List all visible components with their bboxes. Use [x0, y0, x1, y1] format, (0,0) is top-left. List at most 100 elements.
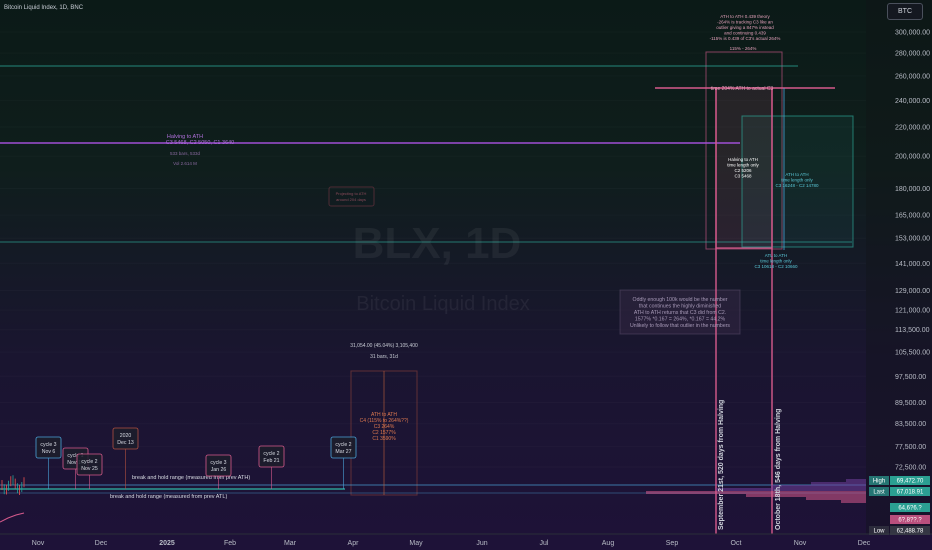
- x-tick-label: Dec: [858, 540, 871, 547]
- y-axis: 300,000.00 280,000.00 260,000.00 240,000.00…: [866, 0, 932, 534]
- label-atl-ath-time: time length only: [760, 259, 792, 264]
- label-c4-box: C1 3590%: [372, 436, 396, 442]
- cycle-tag-line1: cycle 1: [67, 453, 83, 459]
- x-tick-label: Oct: [731, 540, 742, 547]
- label-outlier-note: 1577% *0.167 = 264%, *0.167 = 44.2%: [635, 317, 726, 323]
- price-label-bg: [890, 487, 930, 496]
- cycle-tag-line2: Feb 21: [263, 458, 279, 464]
- label-measure-bars: 31 bars, 31d: [370, 354, 398, 360]
- y-tick-label: 220,000.00: [895, 124, 930, 131]
- y-tick-label: 89,500.00: [895, 400, 926, 407]
- y-tick-label: 153,000.00: [895, 236, 930, 243]
- price-label-name: High: [873, 479, 885, 485]
- x-tick-label: Jul: [540, 540, 549, 547]
- cycle-tag-line2: Nov 25: [81, 466, 98, 472]
- label-halving-ath-time: C3 5468: [734, 174, 752, 179]
- y-tick-label: 280,000.00: [895, 51, 930, 58]
- price-label-value: 6?,8??.?: [898, 518, 922, 524]
- y-tick-label: 240,000.00: [895, 98, 930, 105]
- price-label-value: 62,488.78: [897, 529, 924, 535]
- y-tick-label: 77,500.00: [895, 444, 926, 451]
- volume-bar: [771, 485, 866, 488]
- annotations: BLX, 1D Bitcoin Liquid Index Halving to AT…: [110, 14, 819, 530]
- x-tick-label: 2025: [159, 540, 175, 547]
- symbol-button[interactable]: BTC: [887, 3, 923, 20]
- x-tick-label: May: [409, 540, 423, 547]
- y-tick-label: 97,500.00: [895, 374, 926, 381]
- y-tick-label: 200,000.00: [895, 154, 930, 161]
- y-tick-label: 83,500.00: [895, 421, 926, 428]
- label-atl-ath-time: C3 10618 - C2 10660: [754, 264, 798, 269]
- y-tick-label: 141,000.00: [895, 261, 930, 268]
- volume-profile: [646, 479, 866, 503]
- label-halving-ath-time: time length only: [727, 163, 759, 168]
- price-label-name-bg: [869, 476, 889, 485]
- label-c4-box: C3 264%: [374, 424, 395, 430]
- zone-ath-ath: [741, 115, 854, 248]
- label-outlier-note: Unlikely to follow that outlier in the n…: [630, 323, 730, 329]
- y-tick-label: 121,000.00: [895, 308, 930, 315]
- label-halving-ath-time: Halving to ATH: [728, 157, 758, 162]
- price-label-value: 67,018.91: [897, 490, 924, 496]
- label-halving-ath-time: C2 5206: [734, 168, 752, 173]
- price-label-name: Low: [873, 529, 885, 535]
- price-label-bg: [890, 526, 930, 535]
- x-tick-label: Feb: [224, 540, 236, 547]
- label-c4-box: ATH to ATH: [371, 412, 397, 418]
- label-outlier-note: Oddly enough 100k would be the number: [633, 297, 728, 303]
- cycle-tag-line2: Nov 16: [67, 460, 84, 466]
- label-halving-bars: 533 bars, 533d: [170, 151, 201, 156]
- volume-bar: [716, 488, 866, 491]
- y-tick-label: 129,000.00: [895, 288, 930, 295]
- price-label-name-bg: [869, 487, 889, 496]
- label-faded-box: around 204 days: [336, 197, 366, 202]
- y-axis-bg: [866, 0, 932, 534]
- label-halving-cycles: C3 5468, C2 5050, C1 3640: [166, 140, 235, 146]
- cycle-tag-line2: Mar 27: [335, 449, 351, 455]
- y-tick-label: 105,500.00: [895, 350, 930, 357]
- label-ath-theory: outlier giving a 847% instead: [716, 25, 774, 30]
- x-axis: Nov Dec 2025 Feb Mar Apr May Jun Jul Aug Sep Oct Nov…: [0, 533, 932, 547]
- zone-halving-ath: [715, 87, 773, 249]
- x-tick-label: Nov: [794, 540, 807, 547]
- label-ath-theory: and continuing 0.439: [724, 31, 766, 36]
- cycle-tag-line1: cycle 3: [40, 442, 56, 448]
- price-label-bg: [890, 503, 930, 512]
- x-tick-label: Sep: [666, 540, 679, 547]
- y-tick-label: 300,000.00: [895, 30, 930, 37]
- zones: [328, 51, 854, 496]
- label-ath-ath-time: C3 16248 - C2 14780: [775, 183, 819, 188]
- volume-bar: [811, 482, 866, 485]
- x-tick-label: Dec: [95, 540, 108, 547]
- label-faded-box: Projecting to ATH: [336, 191, 367, 196]
- watermark-name: Bitcoin Liquid Index: [356, 293, 529, 315]
- price-label-value: 64,6?6.?: [898, 506, 922, 512]
- cycle-tag-line2: Dec 13: [117, 440, 134, 446]
- watermark-ticker: BLX, 1D: [353, 219, 522, 268]
- x-tick-label: Mar: [284, 540, 297, 547]
- zone-ath-outer: [705, 51, 783, 250]
- price-label-bg: [890, 476, 930, 485]
- price-label-bg: [890, 515, 930, 524]
- y-tick-label: 180,000.00: [895, 186, 930, 193]
- label-outlier-note: that continues the highly diminished: [639, 304, 721, 310]
- y-tick-label: 165,000.00: [895, 213, 930, 220]
- label-outlier-note: ATH to ATH returns that C3 did from C2.: [634, 310, 726, 316]
- label-c4-box: C2 1577%: [372, 430, 396, 436]
- label-time-ath: time 204% ATH to actual C3: [711, 86, 774, 92]
- label-break-hold-atl: break and hold range (measured from prev…: [110, 494, 227, 500]
- label-ath-ath-time: ATH to ATH: [785, 172, 808, 177]
- chart-title: Bitcoin Liquid Index, 1D, BNC: [4, 5, 84, 11]
- label-break-hold-ath: break and hold range (measured from prev…: [132, 475, 250, 481]
- price-candles: [0, 475, 25, 523]
- label-ath-ath-time: time length only: [781, 178, 813, 183]
- zone-faded-box: [328, 186, 375, 207]
- x-tick-label: Nov: [32, 540, 45, 547]
- volume-bar: [841, 500, 866, 503]
